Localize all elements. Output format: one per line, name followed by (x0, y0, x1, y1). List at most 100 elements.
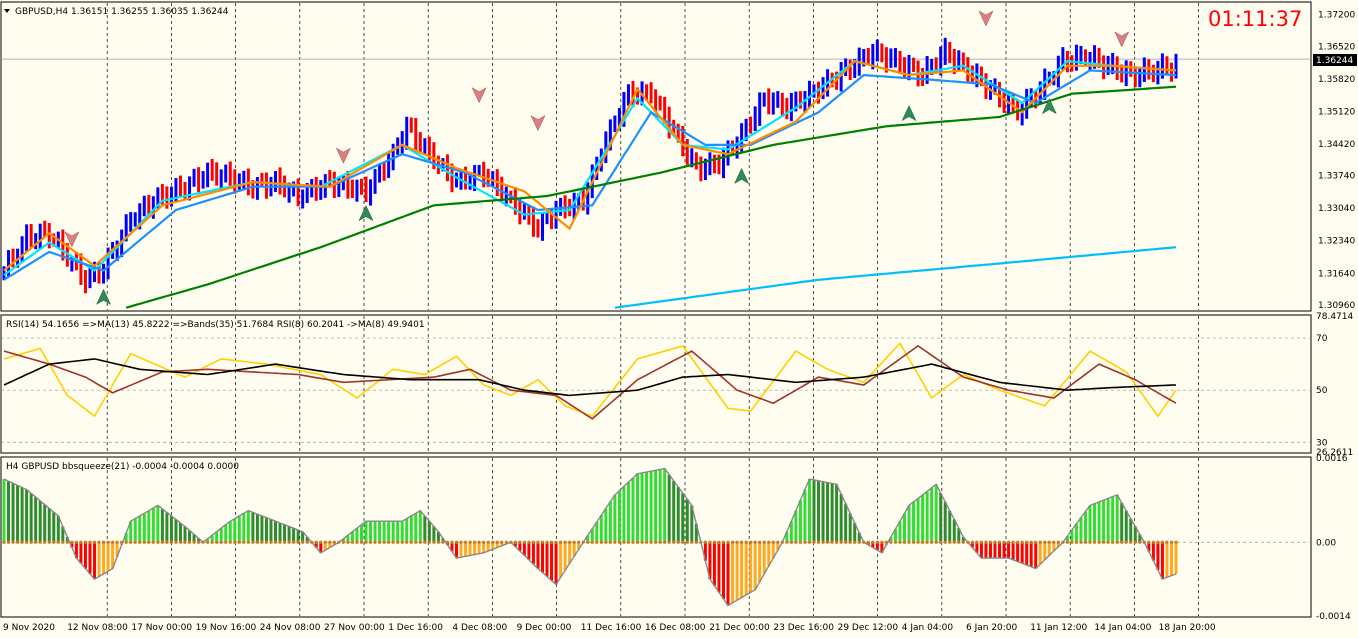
squeeze-dot (368, 540, 373, 544)
squeeze-dot (1074, 540, 1079, 544)
squeeze-dot (206, 540, 210, 544)
squeeze-dot (1156, 540, 1160, 544)
squeeze-dot (613, 540, 617, 544)
price-tick-label: 1.35820 (1318, 75, 1355, 85)
ma-line-ma-slow (125, 85, 1177, 309)
squeeze-dot (29, 540, 33, 544)
squeeze-dot (649, 540, 653, 544)
squeeze-dot (1120, 540, 1124, 544)
squeeze-dot (830, 540, 834, 544)
squeeze-dot (916, 540, 920, 544)
rsi-tick-label: 70 (1316, 334, 1328, 344)
squeeze-dot (658, 540, 662, 544)
squeeze-dot (1160, 540, 1165, 544)
squeeze-dot (771, 540, 775, 544)
squeeze-dot (762, 540, 766, 544)
price-bars (2, 37, 1178, 294)
squeeze-dot (246, 540, 250, 544)
squeeze-dot (536, 540, 540, 544)
time-tick-label: 24 Nov 08:00 (260, 623, 321, 633)
buy-arrow-icon (901, 105, 917, 122)
squeeze-dot (875, 540, 879, 544)
squeeze-dot (617, 540, 622, 544)
squeeze-dot (1065, 540, 1069, 544)
squeeze-dot (1047, 540, 1051, 544)
squeeze-dot (776, 540, 780, 544)
squeeze-dot (694, 540, 698, 544)
squeeze-dot (1020, 540, 1024, 544)
squeeze-dot (450, 540, 454, 544)
squeeze-dot (1038, 540, 1042, 544)
squeeze-dot (794, 540, 798, 544)
squeeze-dot (405, 540, 409, 544)
time-tick-label: 19 Nov 16:00 (196, 623, 257, 633)
time-tick-label: 18 Jan 20:00 (1159, 623, 1216, 633)
axis-labels: 1.37200 1.36520 1.35820 1.35120 1.34420 1.337… (3, 11, 1355, 633)
sell-arrow-icon (335, 147, 351, 164)
squeeze-dot (133, 540, 137, 544)
squeeze-dot (25, 540, 29, 544)
squeeze-dot (436, 540, 441, 544)
squeeze-dot (1029, 540, 1033, 544)
squeeze-dot (527, 540, 531, 544)
squeeze-dot (56, 540, 60, 544)
squeeze-dot (663, 540, 667, 544)
squeeze-dot (463, 540, 468, 544)
squeeze-dot (825, 540, 830, 544)
squeeze-dot (839, 540, 843, 544)
collapse-triangle-icon[interactable] (4, 9, 10, 13)
squeeze-dot (20, 540, 24, 544)
squeeze-dot (1083, 540, 1088, 544)
squeeze-dot (350, 540, 355, 544)
squeeze-dot (482, 540, 486, 544)
squeeze-panel-title: H4 GBPUSD bbsqueeze(21) -0.0004 -0.0004 … (6, 462, 239, 472)
squeeze-dot (97, 540, 101, 544)
squeeze-dot (1174, 540, 1178, 544)
squeeze-dot (1056, 540, 1060, 544)
squeeze-dot (622, 540, 626, 544)
squeeze-dot (1101, 540, 1106, 544)
price-tick-label: 1.37200 (1318, 11, 1355, 21)
squeeze-dot (373, 540, 377, 544)
squeeze-dot (251, 540, 255, 544)
squeeze-dot (491, 540, 495, 544)
time-tick-label: 4 Jan 04:00 (902, 623, 954, 633)
squeeze-dot (287, 540, 291, 544)
squeeze-dot (233, 540, 237, 544)
squeeze-dot (228, 540, 232, 544)
squeeze-dot (753, 540, 757, 544)
squeeze-dot (979, 540, 984, 544)
squeeze-dot (939, 540, 943, 544)
time-tick-label: 29 Dec 12:00 (838, 623, 899, 633)
squeeze-dot (359, 540, 364, 544)
squeeze-dot (1138, 540, 1142, 544)
squeeze-dot (1165, 540, 1169, 544)
squeeze-dot (857, 540, 861, 544)
squeeze-dot (798, 540, 803, 544)
squeeze-dot (79, 540, 83, 544)
squeeze-dot (1129, 540, 1133, 544)
squeeze-dot (174, 540, 178, 544)
squeeze-dot (844, 540, 848, 544)
rsi-tick-label: 30 (1316, 438, 1328, 448)
rsi-panel-frame (0, 314, 1312, 454)
time-tick-label: 11 Dec 16:00 (581, 623, 642, 633)
squeeze-dot (47, 540, 51, 544)
squeeze-dot (6, 540, 11, 544)
time-tick-label: 14 Jan 04:00 (1094, 623, 1151, 633)
time-tick-label: 21 Dec 00:00 (709, 623, 770, 633)
squeeze-dot (210, 540, 214, 544)
squeeze-dot (730, 540, 735, 544)
squeeze-dot (577, 540, 581, 544)
squeeze-dot (1002, 540, 1006, 544)
squeeze-dot (400, 540, 404, 544)
squeeze-dot (328, 540, 332, 544)
squeeze-dot (355, 540, 359, 544)
squeeze-dot (604, 540, 608, 544)
squeeze-dot (92, 540, 97, 544)
squeeze-dot (11, 540, 15, 544)
squeeze-dot (273, 540, 278, 544)
price-tick-label: 1.34420 (1318, 140, 1355, 150)
rsi-tick-label: 50 (1316, 386, 1328, 396)
